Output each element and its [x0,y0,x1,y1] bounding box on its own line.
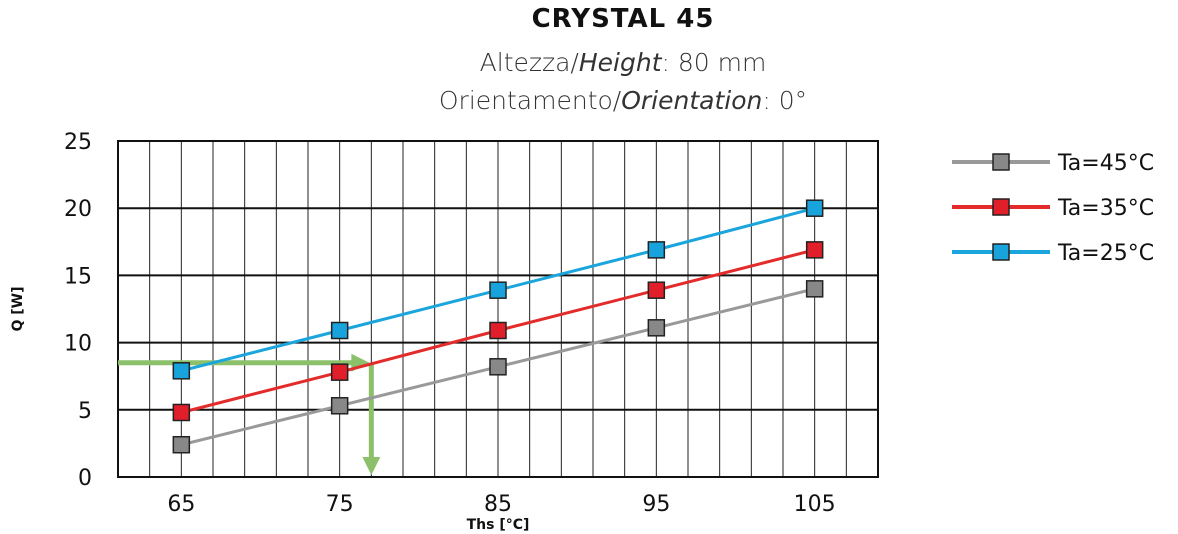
subtitle-orientation-label: Orientamento/ [438,86,622,115]
series-point-1 [489,321,507,340]
series-point-2 [805,199,824,217]
x-tick-label: 85 [484,492,512,517]
subtitle-orientation-value: : 0° [762,86,808,115]
x-tick-label: 65 [167,492,195,517]
x-tick-label: 105 [794,492,836,517]
legend: Ta=45°C Ta=35°C Ta=25°C [952,151,1154,266]
series-point-0 [330,397,349,415]
chart-subtitle-orientation: Orientamento/Orientation: 0° [0,86,1178,115]
y-tick-label: 20 [64,197,92,222]
series-point-2 [172,362,191,380]
annotation-vertical-arrowhead [362,457,381,475]
plot-border [117,140,879,478]
chart-title: CRYSTAL 45 [531,4,715,34]
x-axis-label: Ths [°C] [467,517,530,533]
ticks-layer: 0 5 10 15 20 25 65 75 85 95 105 [64,130,836,517]
series-point-0 [172,435,191,454]
series-point-0 [489,358,507,376]
subtitle-height-value: : 80 mm [661,48,767,77]
series-point-0 [647,319,666,337]
subtitle-height-label-italic: Height [578,48,662,77]
series-point-2 [489,281,507,299]
series-point-1 [647,281,666,299]
legend-marker-2 [992,243,1010,261]
series-layer [172,199,824,454]
series-point-1 [805,241,824,259]
y-axis-label: Q [W] [10,286,26,331]
y-tick-label: 10 [64,332,92,357]
series-point-1 [172,403,191,422]
series-point-0 [805,280,824,298]
grid-layer [117,140,879,478]
legend-label-2: Ta=25°C [1057,241,1154,266]
y-tick-label: 25 [64,130,92,155]
y-tick-label: 15 [64,264,92,289]
series-point-2 [330,321,349,340]
subtitle-height-label: Altezza/ [479,48,579,77]
legend-label-1: Ta=35°C [1057,196,1154,221]
series-point-1 [330,363,349,381]
y-tick-label: 0 [78,466,92,491]
x-tick-label: 75 [326,492,354,517]
series-point-2 [647,241,666,259]
subtitle-orientation-label-italic: Orientation [621,86,763,115]
legend-marker-0 [992,153,1010,171]
legend-label-0: Ta=45°C [1057,151,1154,176]
y-tick-label: 5 [78,399,92,424]
legend-marker-1 [992,198,1010,216]
x-tick-label: 95 [642,492,670,517]
chart-subtitle-height: Altezza/Height: 80 mm [0,48,1178,77]
